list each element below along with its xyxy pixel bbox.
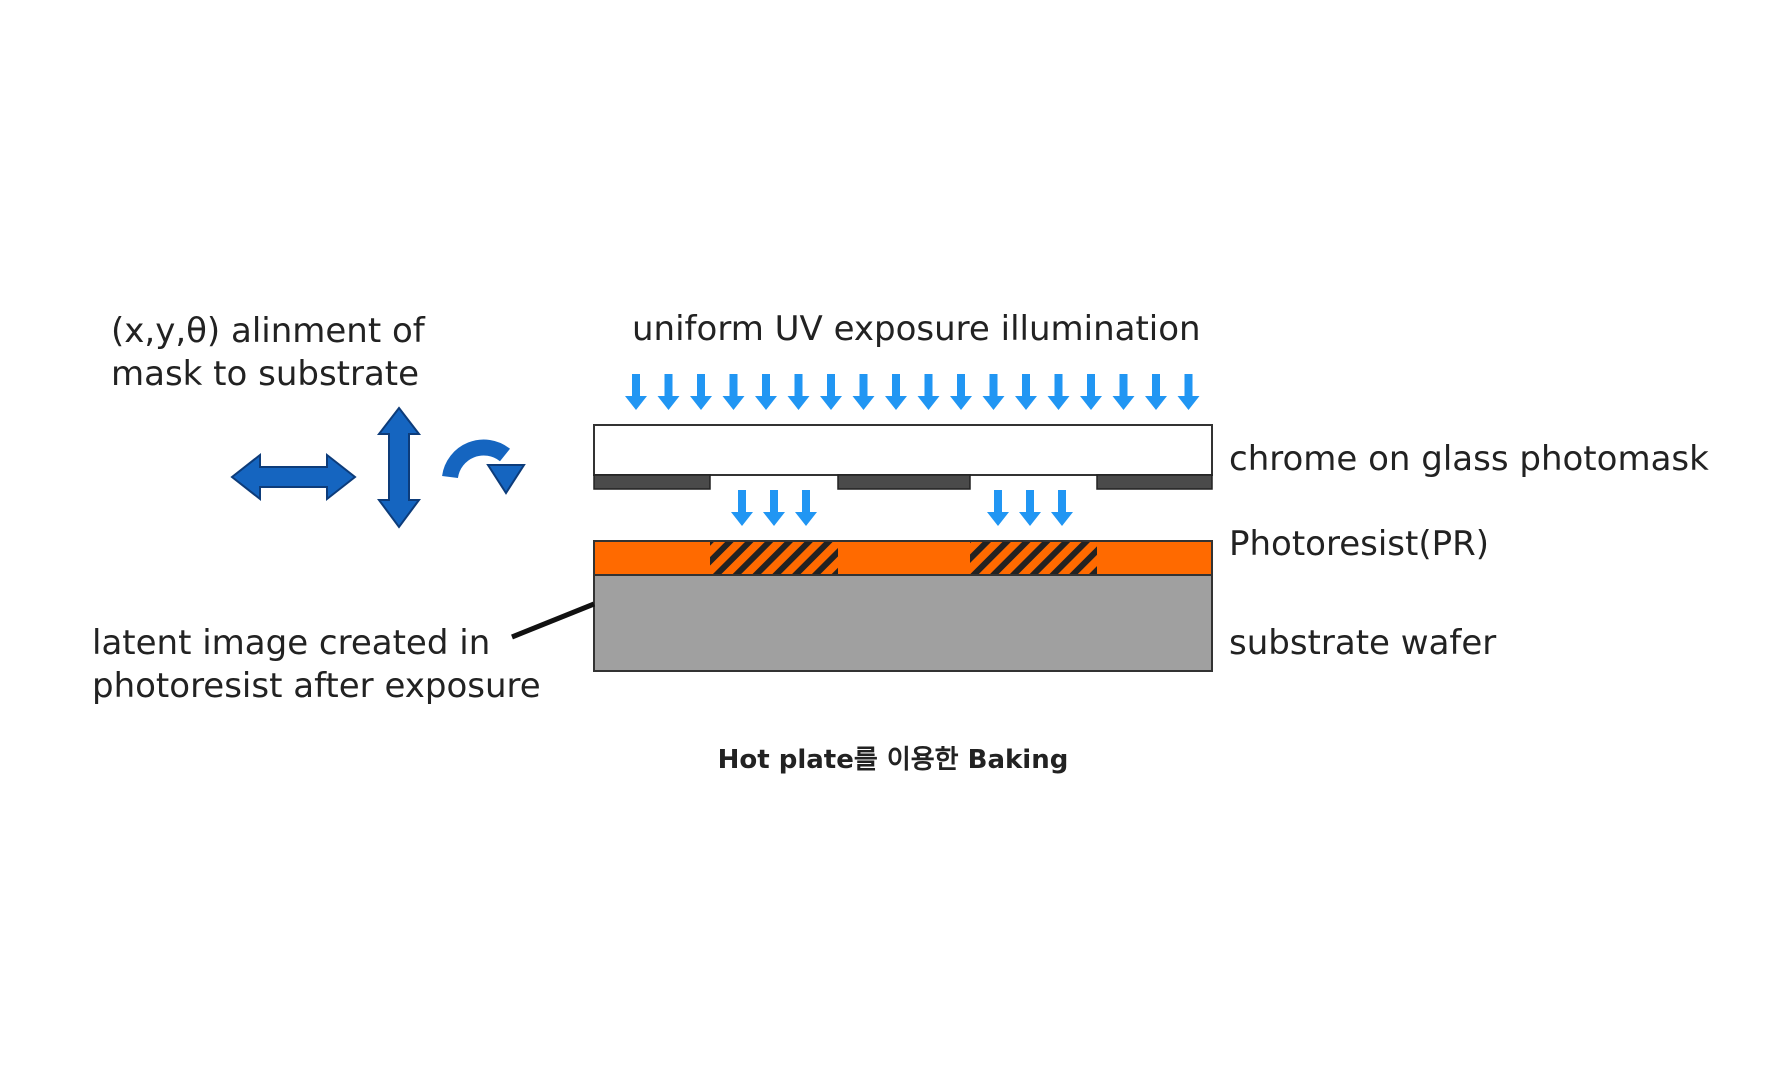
uv-arrow	[722, 374, 745, 410]
glass-plate	[593, 424, 1213, 476]
substrate-label: substrate wafer	[1229, 623, 1496, 663]
figure-caption: Hot plate를 이용한 Baking	[718, 745, 1069, 775]
uv-arrow-through-opening	[1051, 490, 1073, 526]
rotation-arrow-icon	[442, 439, 526, 495]
uv-arrow	[820, 374, 842, 410]
uv-arrow	[787, 374, 810, 410]
uv-arrow	[1015, 374, 1037, 410]
uv-arrow-through-opening	[731, 490, 753, 526]
latent-image-pointer	[511, 601, 595, 640]
uv-arrow	[690, 374, 712, 410]
uv-arrow-through-opening	[1019, 490, 1041, 526]
photoresist-label: Photoresist(PR)	[1229, 524, 1489, 564]
substrate-wafer	[593, 574, 1213, 672]
photoresist-layer	[593, 540, 1213, 576]
uv-arrow	[625, 374, 647, 410]
chrome-segment-middle	[837, 474, 971, 490]
uv-arrow	[1145, 374, 1167, 410]
uv-top-arrows	[625, 374, 1200, 410]
latent-image-label-line2: photoresist after exposure	[92, 666, 541, 706]
uv-arrow	[982, 374, 1005, 410]
uv-arrow	[755, 374, 777, 410]
alignment-label-line2: mask to substrate	[111, 354, 419, 394]
uv-arrow	[917, 374, 940, 410]
uv-illumination-label: uniform UV exposure illumination	[632, 309, 1201, 349]
uv-arrow-through-opening	[987, 490, 1009, 526]
alignment-label-line1: (x,y,θ) alinment of	[111, 311, 426, 351]
uv-opening-arrows	[731, 490, 1073, 526]
latent-image-label-line1: latent image created in	[92, 623, 490, 663]
double-vertical-arrow-icon	[376, 406, 422, 529]
uv-arrow	[1177, 374, 1200, 410]
uv-arrow	[852, 374, 875, 410]
uv-arrow	[657, 374, 680, 410]
latent-image-region-right	[970, 541, 1097, 575]
uv-arrow	[1080, 374, 1102, 410]
uv-arrow-through-opening	[795, 490, 817, 526]
double-horizontal-arrow-icon	[230, 452, 357, 502]
chrome-segment-left	[593, 474, 711, 490]
uv-arrow	[1047, 374, 1070, 410]
uv-arrow	[1112, 374, 1135, 410]
uv-arrow	[950, 374, 972, 410]
latent-image-region-left	[710, 541, 838, 575]
uv-arrow-through-opening	[763, 490, 785, 526]
uv-arrow	[885, 374, 907, 410]
photomask-label: chrome on glass photomask	[1229, 439, 1709, 479]
chrome-segment-right	[1096, 474, 1213, 490]
